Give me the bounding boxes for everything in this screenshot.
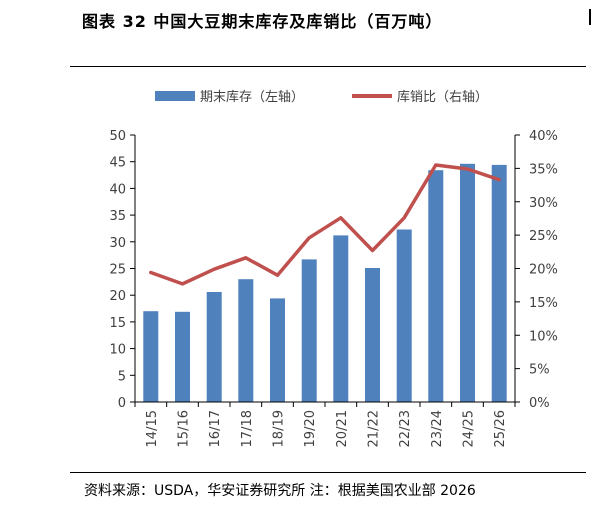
right-tick-label: 40% bbox=[529, 129, 558, 144]
legend-line-label: 库销比（右轴） bbox=[397, 89, 488, 105]
x-tick-label: 14/15 bbox=[145, 410, 160, 447]
source-note: 资料来源：USDA，华安证券研究所 注：根据美国农业部 2026 bbox=[84, 483, 476, 499]
right-tick-label: 10% bbox=[529, 329, 558, 344]
bar-24-25 bbox=[460, 163, 475, 402]
bar-17-18 bbox=[238, 279, 254, 402]
line-series-stock-to-use bbox=[149, 163, 501, 286]
left-tick-label: 10 bbox=[109, 343, 126, 358]
bar-19-20 bbox=[301, 259, 317, 402]
x-tick-label: 22/23 bbox=[398, 410, 413, 447]
x-tick-label: 19/20 bbox=[303, 410, 318, 447]
plot-area: 0 5 10 15 20 25 30 35 40 45 50 0% 5% 10% 15% 20% 25% 30% 3… bbox=[109, 129, 557, 447]
right-tick-label: 20% bbox=[529, 263, 558, 278]
right-tick-label: 30% bbox=[529, 196, 558, 211]
x-tick-label: 24/25 bbox=[462, 410, 477, 447]
right-tick-label: 0% bbox=[529, 396, 550, 411]
right-tick-label: 15% bbox=[529, 296, 558, 311]
left-tick-label: 30 bbox=[109, 236, 126, 251]
x-tick-label: 20/21 bbox=[335, 410, 350, 447]
x-tick-label: 21/22 bbox=[367, 410, 382, 447]
x-tick-label: 25/26 bbox=[493, 410, 508, 447]
left-tick-label: 50 bbox=[109, 129, 126, 144]
x-tick-label: 16/17 bbox=[208, 410, 223, 447]
bar-25-26 bbox=[491, 164, 507, 402]
left-tick-label: 0 bbox=[118, 396, 126, 411]
bar-21-22 bbox=[365, 268, 380, 402]
edge-mark bbox=[589, 9, 591, 25]
left-tick-label: 20 bbox=[109, 289, 126, 304]
left-tick-label: 45 bbox=[109, 156, 126, 171]
legend: 期末库存（左轴） 库销比（右轴） bbox=[155, 89, 488, 105]
left-tick-label: 35 bbox=[109, 209, 126, 224]
bar-23-24 bbox=[428, 170, 444, 402]
bar-14-15 bbox=[143, 311, 159, 402]
bar-20-21 bbox=[333, 235, 349, 402]
x-tick-label: 23/24 bbox=[430, 410, 445, 447]
x-tick-label: 17/18 bbox=[240, 410, 255, 447]
bar-22-23 bbox=[396, 229, 412, 402]
right-tick-label: 5% bbox=[529, 363, 550, 378]
right-tick-label: 25% bbox=[529, 229, 558, 244]
bottom-rule bbox=[70, 472, 586, 473]
x-tick-label: 15/16 bbox=[177, 410, 192, 447]
bar-15-16 bbox=[175, 311, 190, 402]
left-tick-label: 25 bbox=[109, 263, 126, 278]
legend-bar-label: 期末库存（左轴） bbox=[200, 89, 304, 105]
chart: 期末库存（左轴） 库销比（右轴） 0 5 10 15 20 25 30 35 40 45 50 0% 5… bbox=[109, 89, 557, 447]
left-tick-label: 15 bbox=[109, 316, 126, 331]
x-tick-label: 18/19 bbox=[272, 410, 287, 447]
legend-bar-swatch bbox=[155, 91, 195, 101]
left-tick-label: 5 bbox=[118, 369, 126, 384]
right-tick-label: 35% bbox=[529, 162, 558, 177]
bar-18-19 bbox=[270, 298, 285, 402]
bar-16-17 bbox=[206, 292, 222, 402]
left-tick-label: 40 bbox=[109, 182, 126, 197]
top-rule bbox=[70, 66, 586, 67]
chart-title: 图表 32 中国大豆期末库存及库销比（百万吨） bbox=[82, 12, 443, 31]
